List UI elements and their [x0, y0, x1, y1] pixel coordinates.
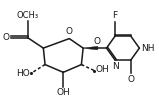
- Text: O: O: [127, 75, 134, 84]
- Text: O: O: [2, 33, 9, 42]
- Text: OCH₃: OCH₃: [17, 11, 39, 20]
- Polygon shape: [83, 46, 98, 50]
- Text: HO: HO: [16, 69, 30, 78]
- Text: F: F: [113, 11, 118, 20]
- Text: OH: OH: [56, 88, 70, 97]
- Text: N: N: [112, 62, 118, 71]
- Text: O: O: [66, 27, 73, 36]
- Text: NH: NH: [142, 44, 155, 53]
- Text: OH: OH: [96, 65, 109, 74]
- Text: O: O: [94, 37, 101, 46]
